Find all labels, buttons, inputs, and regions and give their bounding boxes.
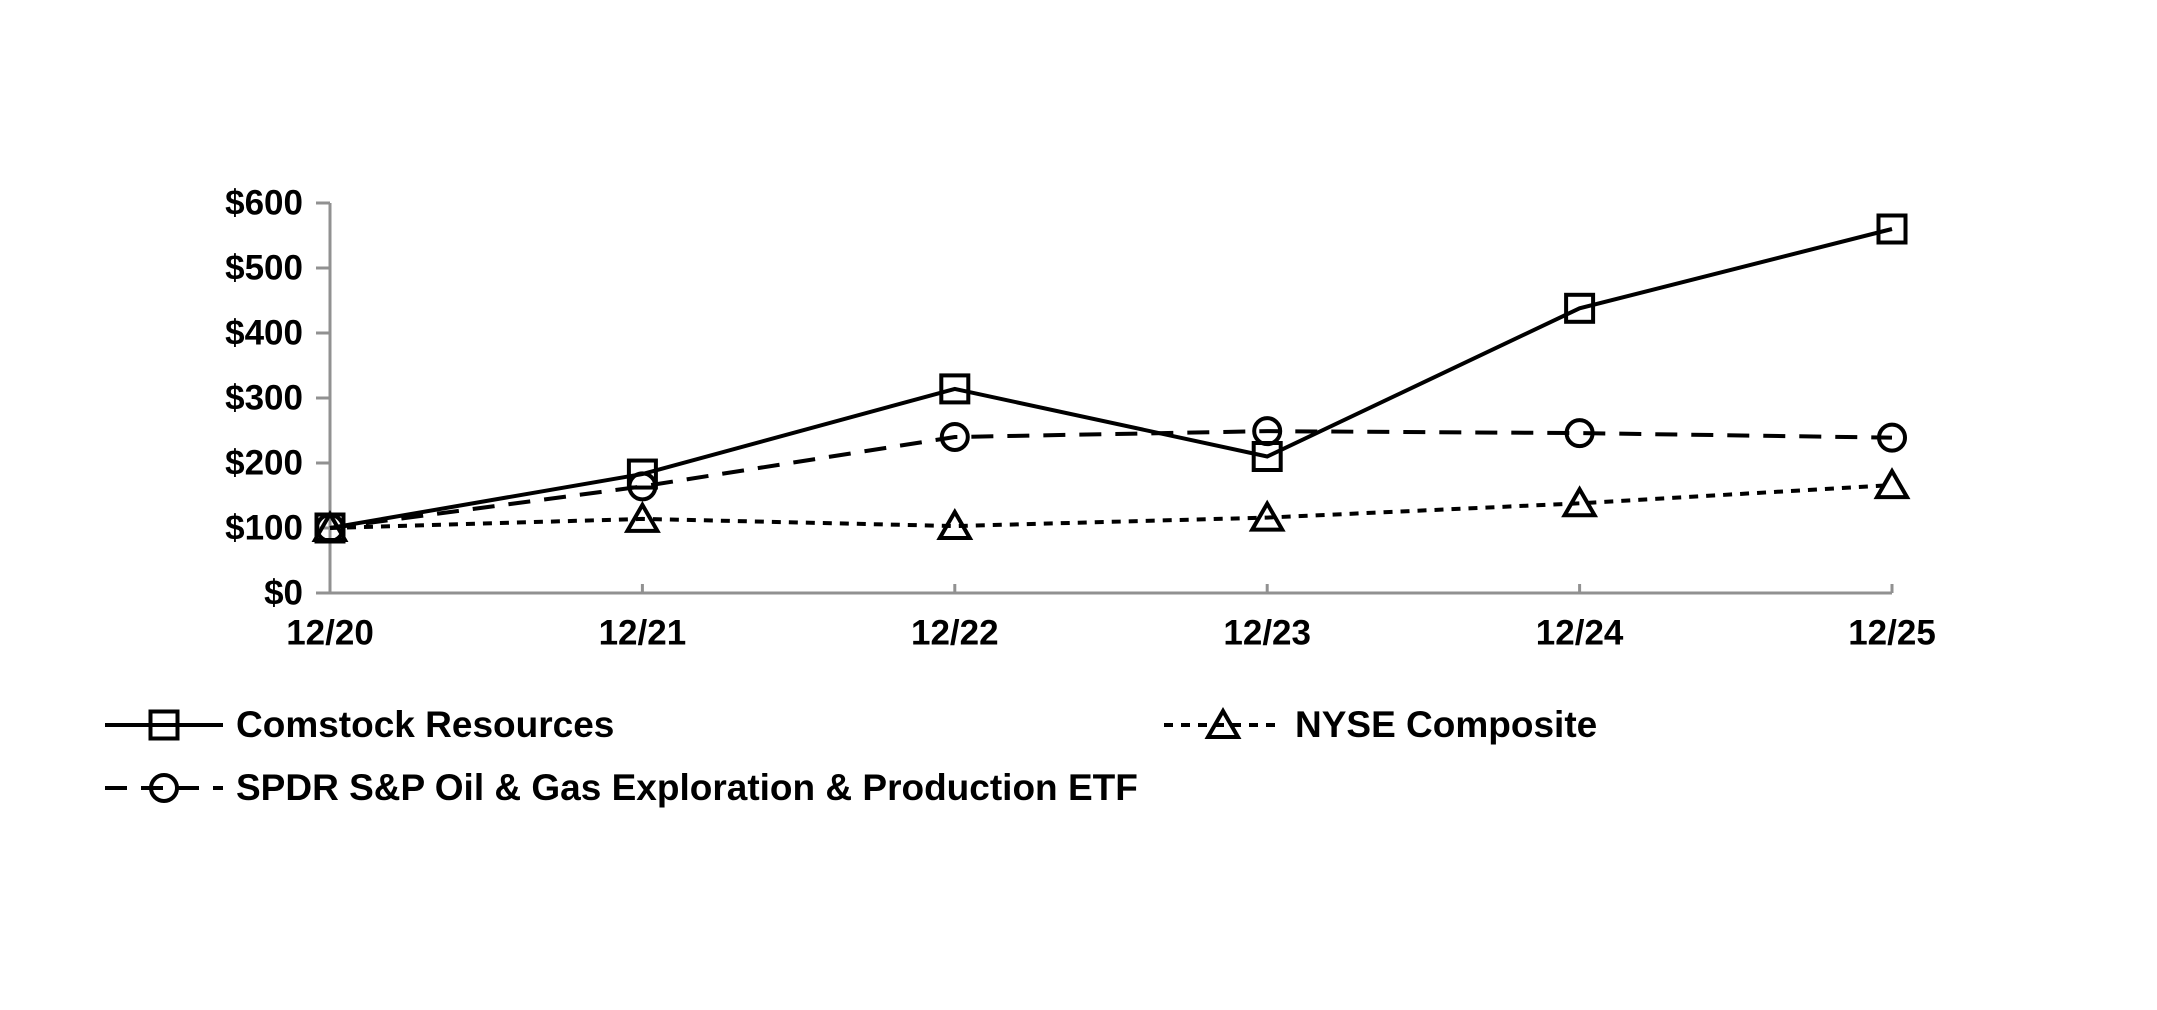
- legend-swatch-solid-square: [105, 709, 223, 741]
- y-tick-label: $0: [264, 574, 303, 613]
- x-tick-label: 12/22: [911, 614, 999, 653]
- series-spdr-marker-12/22: [939, 422, 970, 452]
- series-spdr-marker-12/21: [627, 471, 658, 502]
- series-spdr-marker-12/23: [1252, 416, 1283, 447]
- x-tick-label: 12/23: [1223, 614, 1311, 653]
- series-spdr-marker-12/24: [1564, 418, 1595, 449]
- series-comstock-marker-12/21: [626, 458, 658, 490]
- y-tick-label: $200: [225, 444, 303, 483]
- y-tick-label: $500: [225, 249, 303, 288]
- series-nyse-marker-12/22: [936, 508, 974, 541]
- series-spdr-line: [329, 429, 1893, 530]
- series-nyse-marker-12/25: [1873, 467, 1911, 500]
- triangle-marker-icon: [1204, 706, 1242, 739]
- y-tick-label: $400: [225, 314, 303, 353]
- square-marker-icon: [148, 709, 180, 741]
- legend-label-comstock-resources: Comstock Resources: [236, 704, 615, 745]
- series-spdr-marker-12/25: [1877, 422, 1907, 453]
- y-tick-label: $100: [225, 509, 303, 548]
- legend-swatch-dotted-triangle: [1164, 706, 1282, 739]
- x-tick-label: 12/25: [1848, 614, 1936, 653]
- x-tick-label: 12/20: [286, 614, 374, 653]
- circle-marker-icon: [149, 773, 179, 803]
- legend-item-nyse-composite: NYSE Composite: [1164, 705, 1597, 745]
- x-tick-label: 12/21: [599, 614, 687, 653]
- series-comstock-line: [329, 227, 1893, 530]
- y-tick-label: $300: [225, 379, 303, 418]
- series-comstock-marker-12/25: [1876, 213, 1908, 245]
- legend-label-spdr-etf: SPDR S&P Oil & Gas Exploration & Product…: [236, 767, 1138, 808]
- series-comstock-marker-12/24: [1564, 292, 1596, 324]
- legend-item-spdr-etf: SPDR S&P Oil & Gas Exploration & Product…: [105, 768, 1138, 808]
- series-nyse-marker-12/23: [1248, 499, 1286, 532]
- legend-item-comstock-resources: Comstock Resources: [105, 705, 614, 745]
- series-nyse-marker-12/21: [623, 500, 661, 533]
- series-nyse-marker-12/20: [311, 509, 349, 542]
- series-nyse-marker-12/24: [1561, 485, 1599, 518]
- legend-label-nyse-composite: NYSE Composite: [1295, 704, 1598, 745]
- legend-swatch-dashed-circle: [105, 773, 223, 803]
- series-comstock-marker-12/22: [939, 373, 971, 405]
- x-tick-label: 12/24: [1536, 614, 1624, 653]
- series-nyse-line: [329, 483, 1893, 530]
- y-tick-label: $600: [225, 184, 303, 223]
